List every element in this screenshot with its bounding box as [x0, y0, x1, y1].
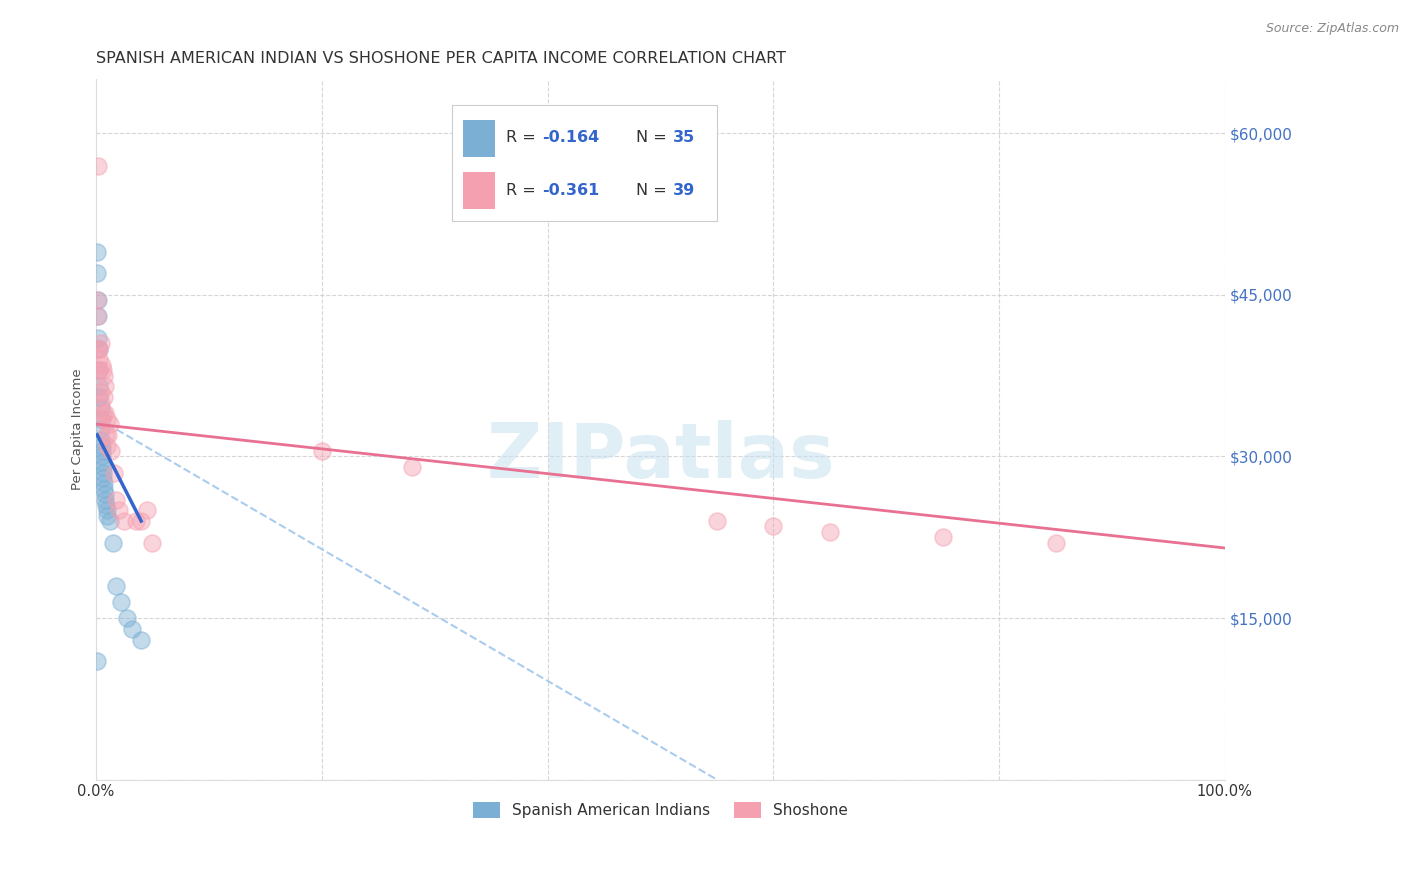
Point [107, 503, 129, 517]
Point [89, 390, 111, 404]
Point [96, 439, 118, 453]
Point [311, 444, 333, 458]
Point [98, 514, 121, 528]
Legend: Spanish American Indians, Shoshone: Spanish American Indians, Shoshone [467, 797, 855, 824]
Point [94, 487, 117, 501]
Point [90, 434, 112, 448]
Point [90, 450, 112, 464]
Point [101, 535, 124, 549]
Point [89, 342, 111, 356]
Point [86, 310, 108, 324]
Point [90, 444, 112, 458]
Point [91, 406, 114, 420]
Point [818, 524, 841, 539]
Point [96, 508, 118, 523]
Text: -0.164: -0.164 [541, 130, 599, 145]
Text: R =: R = [506, 130, 541, 145]
Point [86, 244, 108, 259]
Text: -0.361: -0.361 [541, 183, 599, 198]
Point [103, 466, 125, 480]
Text: Source: ZipAtlas.com: Source: ZipAtlas.com [1265, 22, 1399, 36]
Point [90, 384, 112, 399]
Point [93, 390, 115, 404]
Point [105, 492, 128, 507]
Text: SPANISH AMERICAN INDIAN VS SHOSHONE PER CAPITA INCOME CORRELATION CHART: SPANISH AMERICAN INDIAN VS SHOSHONE PER … [96, 51, 786, 66]
Point [87, 293, 110, 308]
Point [93, 476, 115, 491]
Point [96, 428, 118, 442]
Point [90, 455, 112, 469]
Point [105, 579, 128, 593]
Point [87, 310, 110, 324]
Point [86, 293, 108, 308]
Point [110, 595, 132, 609]
Point [112, 514, 135, 528]
Point [96, 503, 118, 517]
Point [87, 159, 110, 173]
FancyBboxPatch shape [451, 105, 717, 221]
Point [96, 498, 118, 512]
Point [94, 406, 117, 420]
Point [89, 363, 111, 377]
Point [90, 411, 112, 425]
Text: 39: 39 [673, 183, 695, 198]
Bar [463, 120, 495, 157]
Point [97, 428, 120, 442]
Point [121, 622, 143, 636]
Point [100, 444, 122, 458]
Point [89, 342, 111, 356]
Point [129, 514, 152, 528]
Point [91, 460, 114, 475]
Text: N =: N = [636, 183, 672, 198]
Point [87, 342, 110, 356]
Point [90, 411, 112, 425]
Point [89, 352, 111, 367]
Text: ZIPatlas: ZIPatlas [486, 420, 835, 494]
Point [115, 611, 138, 625]
Bar [463, 172, 495, 210]
Point [93, 482, 115, 496]
Point [90, 395, 112, 409]
Text: 35: 35 [673, 130, 695, 145]
Point [141, 535, 163, 549]
Point [401, 460, 423, 475]
Point [96, 411, 118, 425]
Point [89, 363, 111, 377]
Point [706, 514, 728, 528]
Point [98, 417, 121, 431]
Point [129, 632, 152, 647]
Point [94, 379, 117, 393]
Point [86, 654, 108, 668]
Point [90, 358, 112, 372]
Point [89, 379, 111, 393]
Point [91, 471, 114, 485]
Point [94, 492, 117, 507]
Point [90, 422, 112, 436]
Point [124, 514, 146, 528]
Point [91, 466, 114, 480]
Text: R =: R = [506, 183, 541, 198]
Point [87, 331, 110, 345]
Y-axis label: Per Capita Income: Per Capita Income [72, 368, 84, 491]
Point [90, 439, 112, 453]
Point [91, 363, 114, 377]
Point [762, 519, 785, 533]
Point [86, 266, 108, 280]
Point [1045, 535, 1067, 549]
Point [90, 401, 112, 415]
Point [135, 503, 157, 517]
Point [90, 336, 112, 351]
Point [931, 530, 953, 544]
Point [93, 368, 115, 383]
Text: N =: N = [636, 130, 672, 145]
